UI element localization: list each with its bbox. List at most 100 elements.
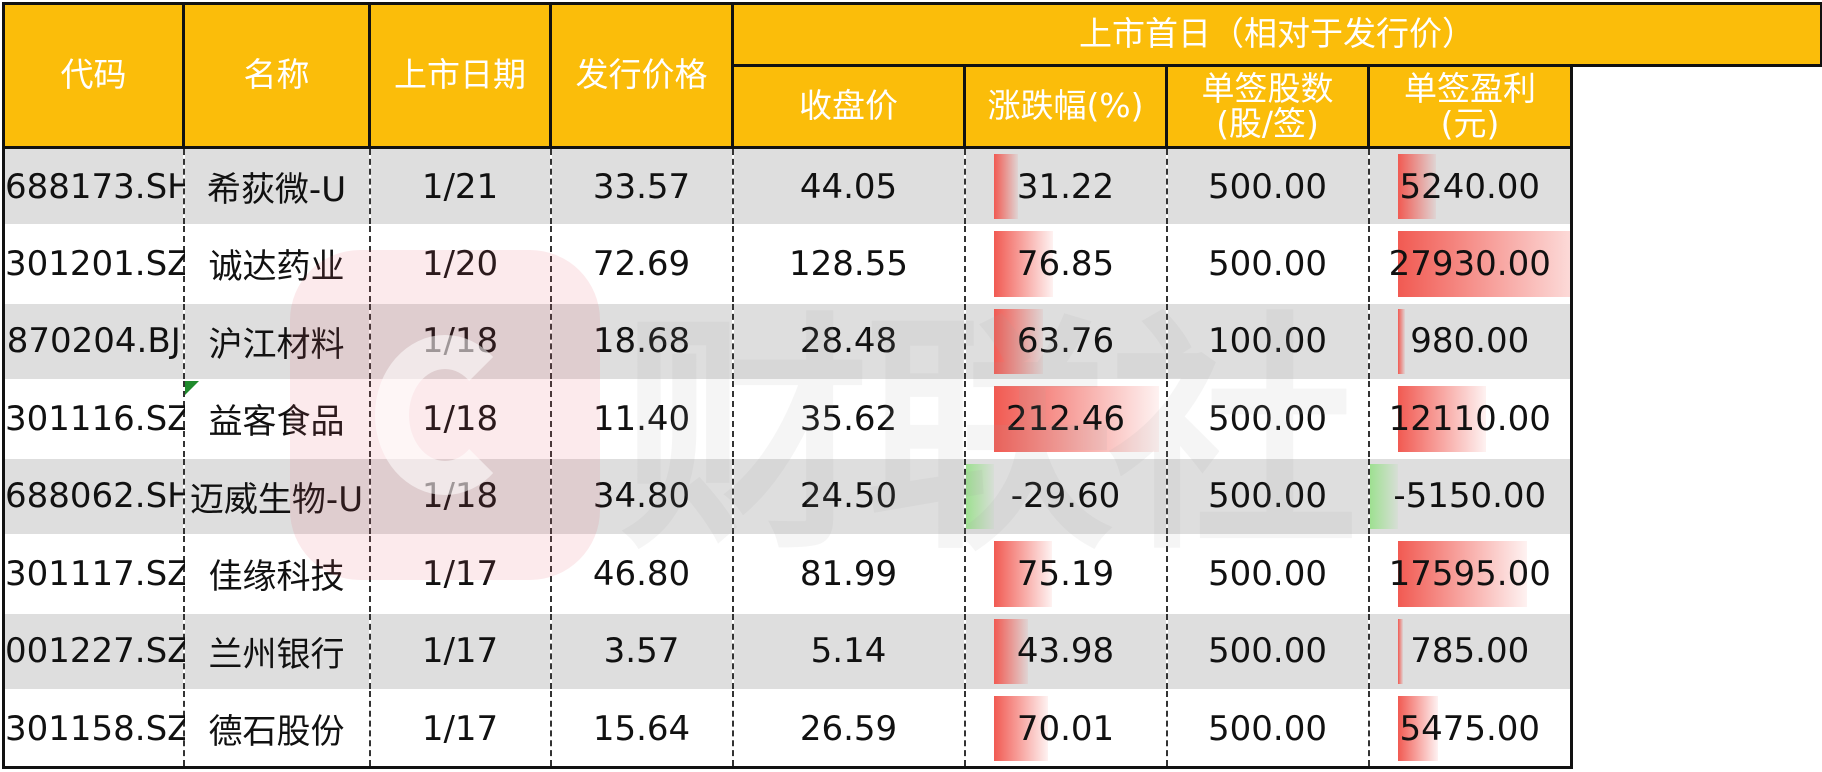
profit-value: 27930.00 xyxy=(1388,243,1551,284)
cell-listing-date: 1/18 xyxy=(368,456,552,536)
cell-change-pct: -29.60 xyxy=(963,456,1168,536)
cell-issue-price: 72.69 xyxy=(549,224,734,304)
change-bar xyxy=(993,541,1052,607)
table-row: 688062.SH 迈威生物-U 1/18 34.80 24.50 -29.60 500.0… xyxy=(2,456,1822,536)
change-bar xyxy=(993,154,1018,219)
cell-shares: 500.00 xyxy=(1165,224,1370,304)
cell-issue-price: 18.68 xyxy=(549,301,734,381)
header-code: 代码 xyxy=(2,2,185,149)
cell-issue-price: 15.64 xyxy=(549,689,734,769)
profit-bar xyxy=(1397,386,1487,452)
cell-close-price: 24.50 xyxy=(731,456,966,536)
profit-bar xyxy=(1397,696,1438,761)
cell-code: 301158.SZ xyxy=(2,689,190,769)
profit-value: 17595.00 xyxy=(1388,553,1551,594)
cell-name: 诚达药业 xyxy=(182,224,371,304)
cell-change-pct: 43.98 xyxy=(963,611,1168,691)
cell-comment-marker-icon xyxy=(184,381,199,395)
cell-code: 301117.SZ xyxy=(2,534,190,614)
cell-listing-date: 1/21 xyxy=(368,146,552,226)
cell-code: 301116.SZ xyxy=(2,379,190,459)
cell-name: 益客食品 xyxy=(182,379,371,459)
cell-shares: 500.00 xyxy=(1165,611,1370,691)
table-row: 688173.SH 希荻微-U 1/21 33.57 44.05 31.22 500.00 5… xyxy=(2,146,1822,226)
cell-name: 佳缘科技 xyxy=(182,534,371,614)
cell-close-price: 35.62 xyxy=(731,379,966,459)
cell-issue-price: 34.80 xyxy=(549,456,734,536)
cell-name: 兰州银行 xyxy=(182,611,371,691)
cell-shares: 500.00 xyxy=(1165,146,1370,226)
header-shares-per-lot: 单签股数 (股/签) xyxy=(1165,64,1370,149)
cell-issue-price: 46.80 xyxy=(549,534,734,614)
cell-shares: 500.00 xyxy=(1165,379,1370,459)
change-bar xyxy=(993,308,1044,374)
cell-listing-date: 1/17 xyxy=(368,689,552,769)
profit-bar xyxy=(1397,618,1404,684)
change-bar xyxy=(993,386,1159,452)
cell-code: 688062.SH xyxy=(2,456,193,536)
cell-profit: 27930.00 xyxy=(1367,224,1573,304)
change-bar xyxy=(993,696,1048,761)
change-value: 31.22 xyxy=(1016,166,1115,207)
table-row: 870204.BJ 沪江材料 1/18 18.68 28.48 63.76 100.00 98… xyxy=(2,301,1822,381)
cell-change-pct: 63.76 xyxy=(963,301,1168,381)
change-bar xyxy=(993,618,1028,684)
cell-profit: 785.00 xyxy=(1367,611,1573,691)
cell-change-pct: 75.19 xyxy=(963,534,1168,614)
change-bar xyxy=(966,463,994,529)
cell-name: 希荻微-U xyxy=(182,146,371,226)
cell-shares: 500.00 xyxy=(1165,689,1370,769)
cell-profit: -5150.00 xyxy=(1367,456,1573,536)
cell-name-text: 益客食品 xyxy=(208,402,345,443)
cell-code: 301201.SZ xyxy=(2,224,190,304)
cell-change-pct: 212.46 xyxy=(963,379,1168,459)
cell-shares: 500.00 xyxy=(1165,534,1370,614)
profit-value: -5150.00 xyxy=(1393,476,1547,517)
cell-listing-date: 1/20 xyxy=(368,224,552,304)
profit-value: 980.00 xyxy=(1410,321,1530,362)
profit-bar xyxy=(1370,463,1398,529)
cell-close-price: 44.05 xyxy=(731,146,966,226)
change-value: 70.01 xyxy=(1016,708,1115,749)
cell-shares: 100.00 xyxy=(1165,301,1370,381)
change-value: -29.60 xyxy=(1010,476,1121,517)
cell-name: 沪江材料 xyxy=(182,301,371,381)
header-first-day-group: 上市首日（相对于发行价） xyxy=(730,2,1822,67)
table-row: 301116.SZ 益客食品 1/18 11.40 35.62 212.46 500.00 1… xyxy=(2,379,1822,459)
cell-listing-date: 1/17 xyxy=(368,611,552,691)
cell-code: 870204.BJ xyxy=(2,301,185,381)
change-value: 43.98 xyxy=(1016,631,1115,672)
cell-profit: 980.00 xyxy=(1367,301,1573,381)
table-row: 301158.SZ 德石股份 1/17 15.64 26.59 70.01 500.00 54… xyxy=(2,689,1822,769)
cell-name: 德石股份 xyxy=(182,689,371,769)
header-close-price: 收盘价 xyxy=(731,64,966,149)
header-name: 名称 xyxy=(182,2,371,149)
profit-bar xyxy=(1397,154,1436,219)
profit-bar xyxy=(1397,231,1569,297)
cell-close-price: 128.55 xyxy=(731,224,966,304)
change-bar xyxy=(993,231,1054,297)
cell-profit: 5240.00 xyxy=(1367,146,1573,226)
change-value: 76.85 xyxy=(1016,243,1115,284)
cell-profit: 12110.00 xyxy=(1367,379,1573,459)
cell-issue-price: 33.57 xyxy=(549,146,734,226)
table-row: 301201.SZ 诚达药业 1/20 72.69 128.55 76.85 500.00 2… xyxy=(2,224,1822,304)
profit-value: 5475.00 xyxy=(1399,708,1541,749)
cell-close-price: 26.59 xyxy=(731,689,966,769)
header-change-pct: 涨跌幅(%) xyxy=(963,64,1168,149)
cell-profit: 17595.00 xyxy=(1367,534,1573,614)
change-value: 63.76 xyxy=(1016,321,1115,362)
table-row: 001227.SZ 兰州银行 1/17 3.57 5.14 43.98 500.00 785.… xyxy=(2,611,1822,691)
cell-close-price: 28.48 xyxy=(731,301,966,381)
cell-listing-date: 1/18 xyxy=(368,379,552,459)
table-row: 301117.SZ 佳缘科技 1/17 46.80 81.99 75.19 500.00 17… xyxy=(2,534,1822,614)
change-value: 75.19 xyxy=(1016,553,1115,594)
cell-close-price: 5.14 xyxy=(731,611,966,691)
cell-profit: 5475.00 xyxy=(1367,689,1573,769)
cell-change-pct: 31.22 xyxy=(963,146,1168,226)
cell-code: 688173.SH xyxy=(2,146,193,226)
header-profit-per-lot: 单签盈利 (元) xyxy=(1367,64,1573,149)
cell-change-pct: 70.01 xyxy=(963,689,1168,769)
profit-bar xyxy=(1397,541,1527,607)
